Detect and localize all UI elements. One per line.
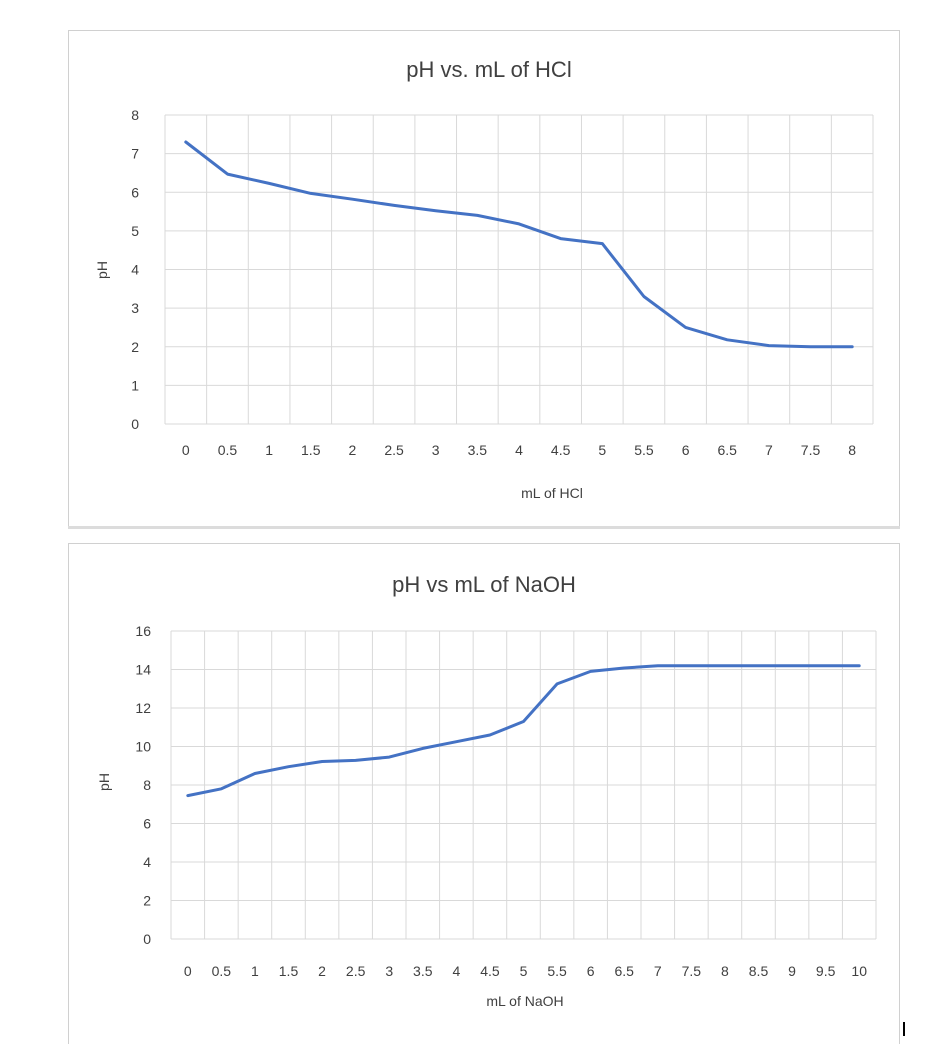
hcl-chart-panel: pH vs. mL of HCl 0 1 2 3 4 5 6 7 8 0 0.5 1 1.5 2 2.5 3… [68, 30, 900, 528]
naoh-x-tick-label: 4 [452, 963, 460, 979]
hcl-x-tick-label: 6.5 [718, 442, 738, 458]
hcl-x-tick-label: 3 [432, 442, 440, 458]
naoh-y-axis-label: pH [96, 773, 112, 791]
hcl-chart-y-ticks: 0 1 2 3 4 5 6 7 8 [131, 107, 139, 432]
hcl-chart-x-ticks: 0 0.5 1 1.5 2 2.5 3 3.5 4 4.5 5 5.5 6 6.5 7 7.5 8 [182, 442, 856, 458]
naoh-chart-y-ticks: 0 2 4 6 8 10 12 14 16 [135, 623, 151, 947]
naoh-chart-x-ticks: 0 0.5 1 1.5 2 2.5 3 3.5 4 4.5 5 5.5 6 6.5 7 7.5 8 8.5 9 9.5… [184, 963, 867, 979]
hcl-y-tick-label: 0 [131, 416, 139, 432]
naoh-x-tick-label: 6.5 [614, 963, 634, 979]
hcl-x-tick-label: 0 [182, 442, 190, 458]
hcl-x-tick-label: 7.5 [801, 442, 821, 458]
naoh-x-axis-label: mL of NaOH [486, 993, 563, 1009]
naoh-x-tick-label: 3 [385, 963, 393, 979]
hcl-x-tick-label: 0.5 [218, 442, 238, 458]
hcl-y-tick-label: 3 [131, 300, 139, 316]
hcl-y-tick-label: 5 [131, 223, 139, 239]
naoh-x-tick-label: 2.5 [346, 963, 366, 979]
naoh-x-tick-label: 5 [520, 963, 528, 979]
naoh-chart-title: pH vs mL of NaOH [392, 572, 576, 597]
naoh-x-tick-label: 7.5 [682, 963, 702, 979]
hcl-y-tick-label: 4 [131, 262, 139, 278]
hcl-x-tick-label: 7 [765, 442, 773, 458]
naoh-chart: pH vs mL of NaOH 0 2 4 6 8 10 12 14 16 0 0.5 1 1.5 2… [96, 572, 877, 1009]
hcl-chart: pH vs. mL of HCl 0 1 2 3 4 5 6 7 8 0 0.5 1 1.5 2 2.5 3… [94, 57, 874, 501]
naoh-x-tick-label: 5.5 [547, 963, 567, 979]
hcl-x-tick-label: 5.5 [634, 442, 654, 458]
naoh-x-tick-label: 3.5 [413, 963, 433, 979]
naoh-chart-panel: pH vs mL of NaOH 0 2 4 6 8 10 12 14 16 0 0.5 1 1.5 2… [68, 543, 900, 1044]
hcl-x-axis-label: mL of HCl [521, 485, 583, 501]
hcl-x-tick-label: 8 [848, 442, 856, 458]
hcl-x-tick-label: 1 [265, 442, 273, 458]
naoh-y-tick-label: 12 [135, 700, 151, 716]
naoh-x-tick-label: 8 [721, 963, 729, 979]
naoh-y-tick-label: 8 [143, 777, 151, 793]
hcl-x-tick-label: 3.5 [468, 442, 488, 458]
text-cursor [903, 1022, 905, 1036]
naoh-x-tick-label: 1 [251, 963, 259, 979]
naoh-x-tick-label: 1.5 [279, 963, 299, 979]
hcl-y-tick-label: 8 [131, 107, 139, 123]
naoh-x-tick-label: 4.5 [480, 963, 500, 979]
naoh-x-tick-label: 6 [587, 963, 595, 979]
panel-divider [68, 526, 900, 529]
naoh-y-tick-label: 16 [135, 623, 151, 639]
naoh-x-tick-label: 7 [654, 963, 662, 979]
naoh-x-tick-label: 2 [318, 963, 326, 979]
naoh-y-tick-label: 2 [143, 893, 151, 909]
hcl-x-tick-label: 2 [349, 442, 357, 458]
hcl-y-tick-label: 2 [131, 339, 139, 355]
naoh-x-tick-label: 8.5 [749, 963, 769, 979]
naoh-y-tick-label: 0 [143, 931, 151, 947]
naoh-x-tick-label: 10 [851, 963, 867, 979]
hcl-y-tick-label: 6 [131, 184, 139, 200]
hcl-x-tick-label: 2.5 [384, 442, 404, 458]
naoh-y-tick-label: 10 [135, 739, 151, 755]
naoh-series-line [186, 664, 861, 798]
naoh-x-tick-label: 9.5 [816, 963, 836, 979]
naoh-x-tick-label: 9 [788, 963, 796, 979]
naoh-y-tick-label: 14 [135, 662, 151, 678]
hcl-x-tick-label: 4.5 [551, 442, 571, 458]
hcl-y-tick-label: 7 [131, 146, 139, 162]
naoh-x-tick-label: 0 [184, 963, 192, 979]
hcl-y-tick-label: 1 [131, 377, 139, 393]
hcl-chart-grid [164, 114, 874, 425]
hcl-series-line [184, 140, 854, 349]
naoh-y-tick-label: 4 [143, 854, 151, 870]
hcl-y-axis-label: pH [94, 261, 110, 279]
hcl-x-tick-label: 5 [598, 442, 606, 458]
naoh-y-tick-label: 6 [143, 816, 151, 832]
hcl-chart-title: pH vs. mL of HCl [406, 57, 571, 82]
naoh-x-tick-label: 0.5 [212, 963, 232, 979]
naoh-chart-grid [170, 630, 877, 940]
hcl-x-tick-label: 4 [515, 442, 523, 458]
hcl-x-tick-label: 6 [682, 442, 690, 458]
hcl-x-tick-label: 1.5 [301, 442, 321, 458]
